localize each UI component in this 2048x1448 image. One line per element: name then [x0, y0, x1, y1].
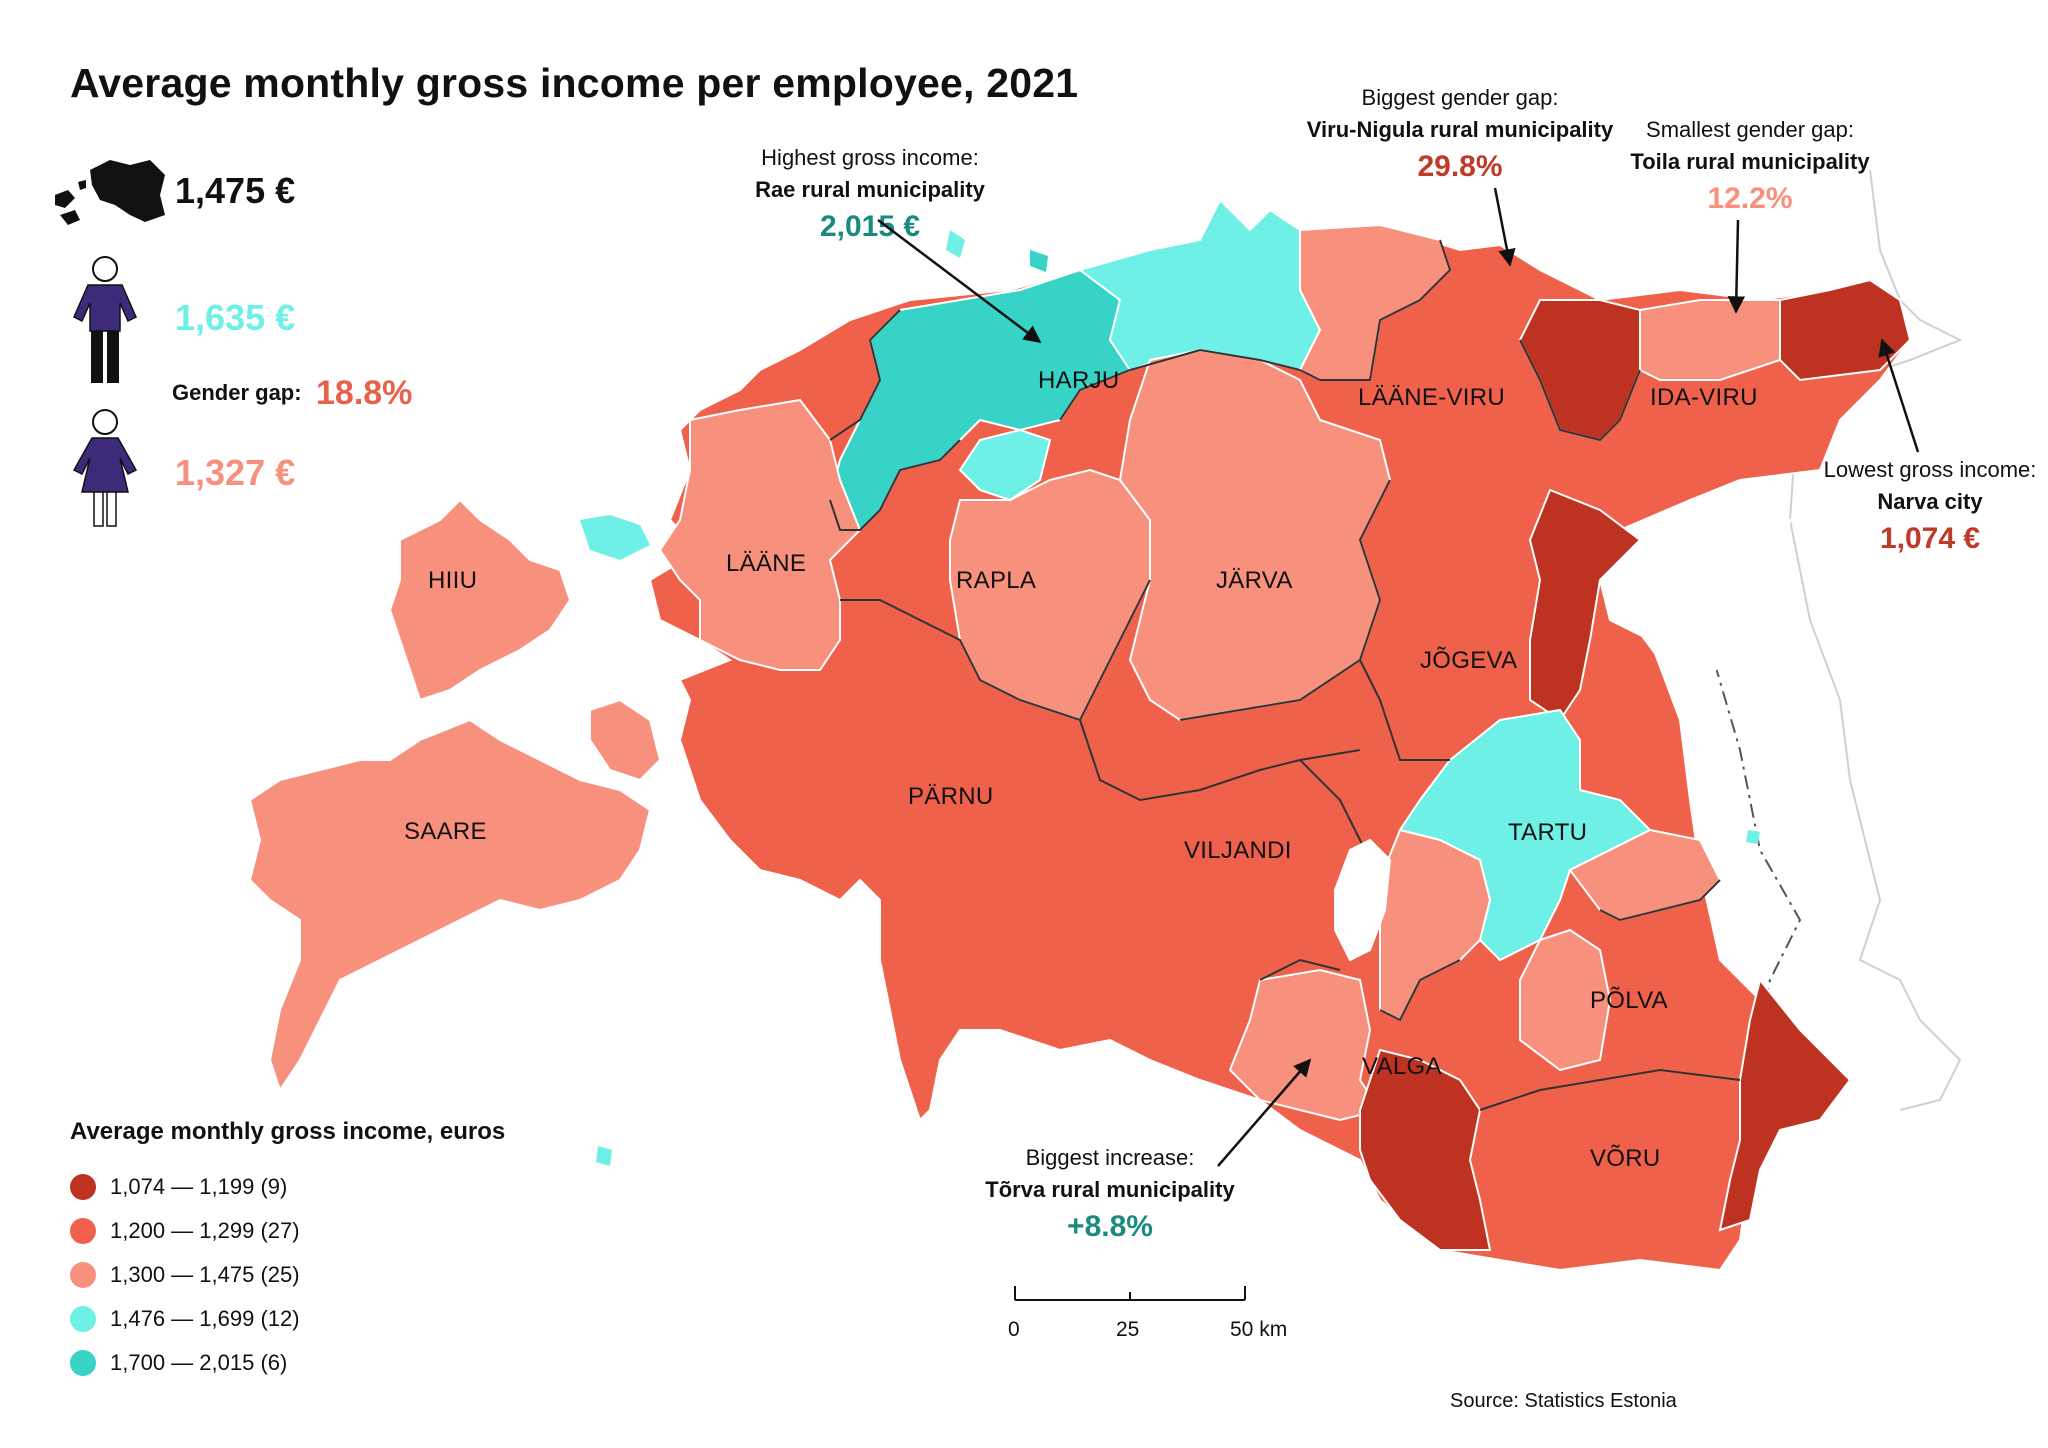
annotation-increase: Biggest increase: Tõrva rural municipali…: [930, 1142, 1290, 1248]
legend-swatch: [70, 1218, 96, 1244]
legend-swatch: [70, 1306, 96, 1332]
aegna-island: [1030, 250, 1048, 272]
legend-item: 1,300 — 1,475 (25): [70, 1262, 300, 1288]
valga-dark-region: [1359, 1048, 1492, 1251]
county-label-laane: LÄÄNE: [726, 550, 807, 577]
total-income-value: 1,475 €: [175, 170, 296, 211]
arrow-lowest: [1878, 338, 1920, 453]
legend-item: 1,074 — 1,199 (9): [70, 1174, 287, 1200]
lake-vortsjarv: [1334, 838, 1392, 962]
woman-figure-icon: [72, 409, 138, 527]
county-label-parnu: PÄRNU: [908, 783, 994, 810]
legend-swatch: [70, 1174, 96, 1200]
legend-item: 1,200 — 1,299 (27): [70, 1218, 300, 1244]
arrow-highest: [877, 219, 1042, 344]
gender-gap-value: 18.8%: [316, 374, 413, 412]
annotation-smallest-gap-value: 12.2%: [1707, 182, 1793, 215]
annotation-increase-name: Tõrva rural municipality: [985, 1177, 1235, 1202]
annotation-biggest-gap-value: 29.8%: [1417, 150, 1503, 183]
lake-peipus: [1608, 498, 1792, 682]
saku-region: [958, 428, 1052, 502]
annotation-biggest-gap-label: Biggest gender gap:: [1361, 85, 1559, 110]
county-label-jogeva: JÕGEVA: [1420, 647, 1518, 674]
legend-item: 1,700 — 2,015 (6): [70, 1350, 287, 1376]
saaremaa-island: [248, 718, 652, 1093]
men-income-value: 1,635 €: [175, 297, 296, 338]
arrow-biggest-gap: [1493, 187, 1516, 267]
legend-swatch: [70, 1350, 96, 1376]
arrow-increase: [1217, 1058, 1312, 1167]
annotation-smallest-gap-name: Toila rural municipality: [1630, 149, 1870, 174]
man-figure-icon: [73, 256, 137, 383]
county-label-laane-viru: LÄÄNE-VIRU: [1358, 384, 1506, 411]
annotation-lowest-value: 1,074 €: [1879, 522, 1981, 555]
annotation-lowest-label: Lowest gross income:: [1823, 457, 2037, 482]
russia-coastline: [1788, 169, 1963, 1111]
ruhnu-island: [596, 1146, 612, 1166]
map-title: Average monthly gross income per employe…: [70, 60, 1079, 106]
annotation-highest-label: Highest gross income:: [761, 145, 979, 170]
county-label-harju: HARJU: [1038, 367, 1120, 394]
legend-title: Average monthly gross income, euros: [70, 1118, 506, 1145]
vormsi-island: [580, 515, 650, 560]
state-border-line: [1703, 519, 1802, 1021]
scale-bar: [1014, 1286, 1246, 1301]
legend-swatch: [70, 1262, 96, 1288]
annotation-lowest: Lowest gross income: Narva city 1,074 €: [1780, 454, 2048, 560]
county-label-voru: VÕRU: [1590, 1145, 1661, 1172]
hiiumaa-island: [388, 498, 572, 702]
annotation-highest-value: 2,015 €: [819, 210, 921, 243]
county-label-valga: VALGA: [1362, 1053, 1442, 1080]
muhu-island: [589, 698, 662, 782]
legend-label: 1,476 — 1,699 (12): [110, 1306, 300, 1331]
legend-label: 1,300 — 1,475 (25): [110, 1262, 300, 1287]
county-label-polva: PÕLVA: [1590, 987, 1668, 1014]
annotation-smallest-gap-label: Smallest gender gap:: [1646, 117, 1854, 142]
county-label-rapla: RAPLA: [956, 567, 1037, 594]
annotation-smallest-gap: Smallest gender gap: Toila rural municip…: [1570, 114, 1930, 220]
small-island: [1746, 830, 1760, 844]
polva-salmon-region: [1519, 928, 1612, 1072]
naissaar-island: [946, 230, 965, 258]
annotation-biggest-gap: Biggest gender gap: Viru-Nigula rural mu…: [1250, 82, 1670, 188]
scale-tick-0: 0: [1008, 1318, 1020, 1341]
scale-tick-25: 25: [1116, 1318, 1140, 1341]
legend-label: 1,200 — 1,299 (27): [110, 1218, 300, 1243]
county-label-saare: SAARE: [404, 818, 487, 845]
annotation-increase-value: +8.8%: [1067, 1210, 1153, 1243]
county-label-viljandi: VILJANDI: [1184, 837, 1292, 864]
county-label-tartu: TARTU: [1508, 819, 1588, 846]
scale-tick-50: 50 km: [1230, 1318, 1288, 1341]
county-label-jarva: JÄRVA: [1216, 567, 1293, 594]
county-label-ida-viru: IDA-VIRU: [1650, 384, 1758, 411]
legend-label: 1,074 — 1,199 (9): [110, 1174, 288, 1199]
annotation-highest: Highest gross income: Rae rural municipa…: [660, 142, 1080, 248]
narva-region: [1779, 278, 1912, 382]
legend-label: 1,700 — 2,015 (6): [110, 1350, 288, 1375]
source-note: Source: Statistics Estonia: [1450, 1390, 1677, 1412]
annotation-highest-name: Rae rural municipality: [755, 177, 985, 202]
annotation-biggest-gap-name: Viru-Nigula rural municipality: [1306, 117, 1614, 142]
women-income-value: 1,327 €: [175, 452, 296, 493]
annotation-lowest-name: Narva city: [1877, 489, 1983, 514]
ida-viru-south-dark-region: [1528, 488, 1642, 722]
estonia-silhouette-icon: [55, 160, 165, 225]
gender-gap-label: Gender gap:: [172, 380, 302, 405]
toila-region: [1639, 299, 1781, 381]
arrow-smallest-gap: [1727, 219, 1746, 314]
county-label-hiiu: HIIU: [428, 567, 478, 594]
legend-item: 1,476 — 1,699 (12): [70, 1306, 300, 1332]
annotation-increase-label: Biggest increase:: [1025, 1145, 1195, 1170]
